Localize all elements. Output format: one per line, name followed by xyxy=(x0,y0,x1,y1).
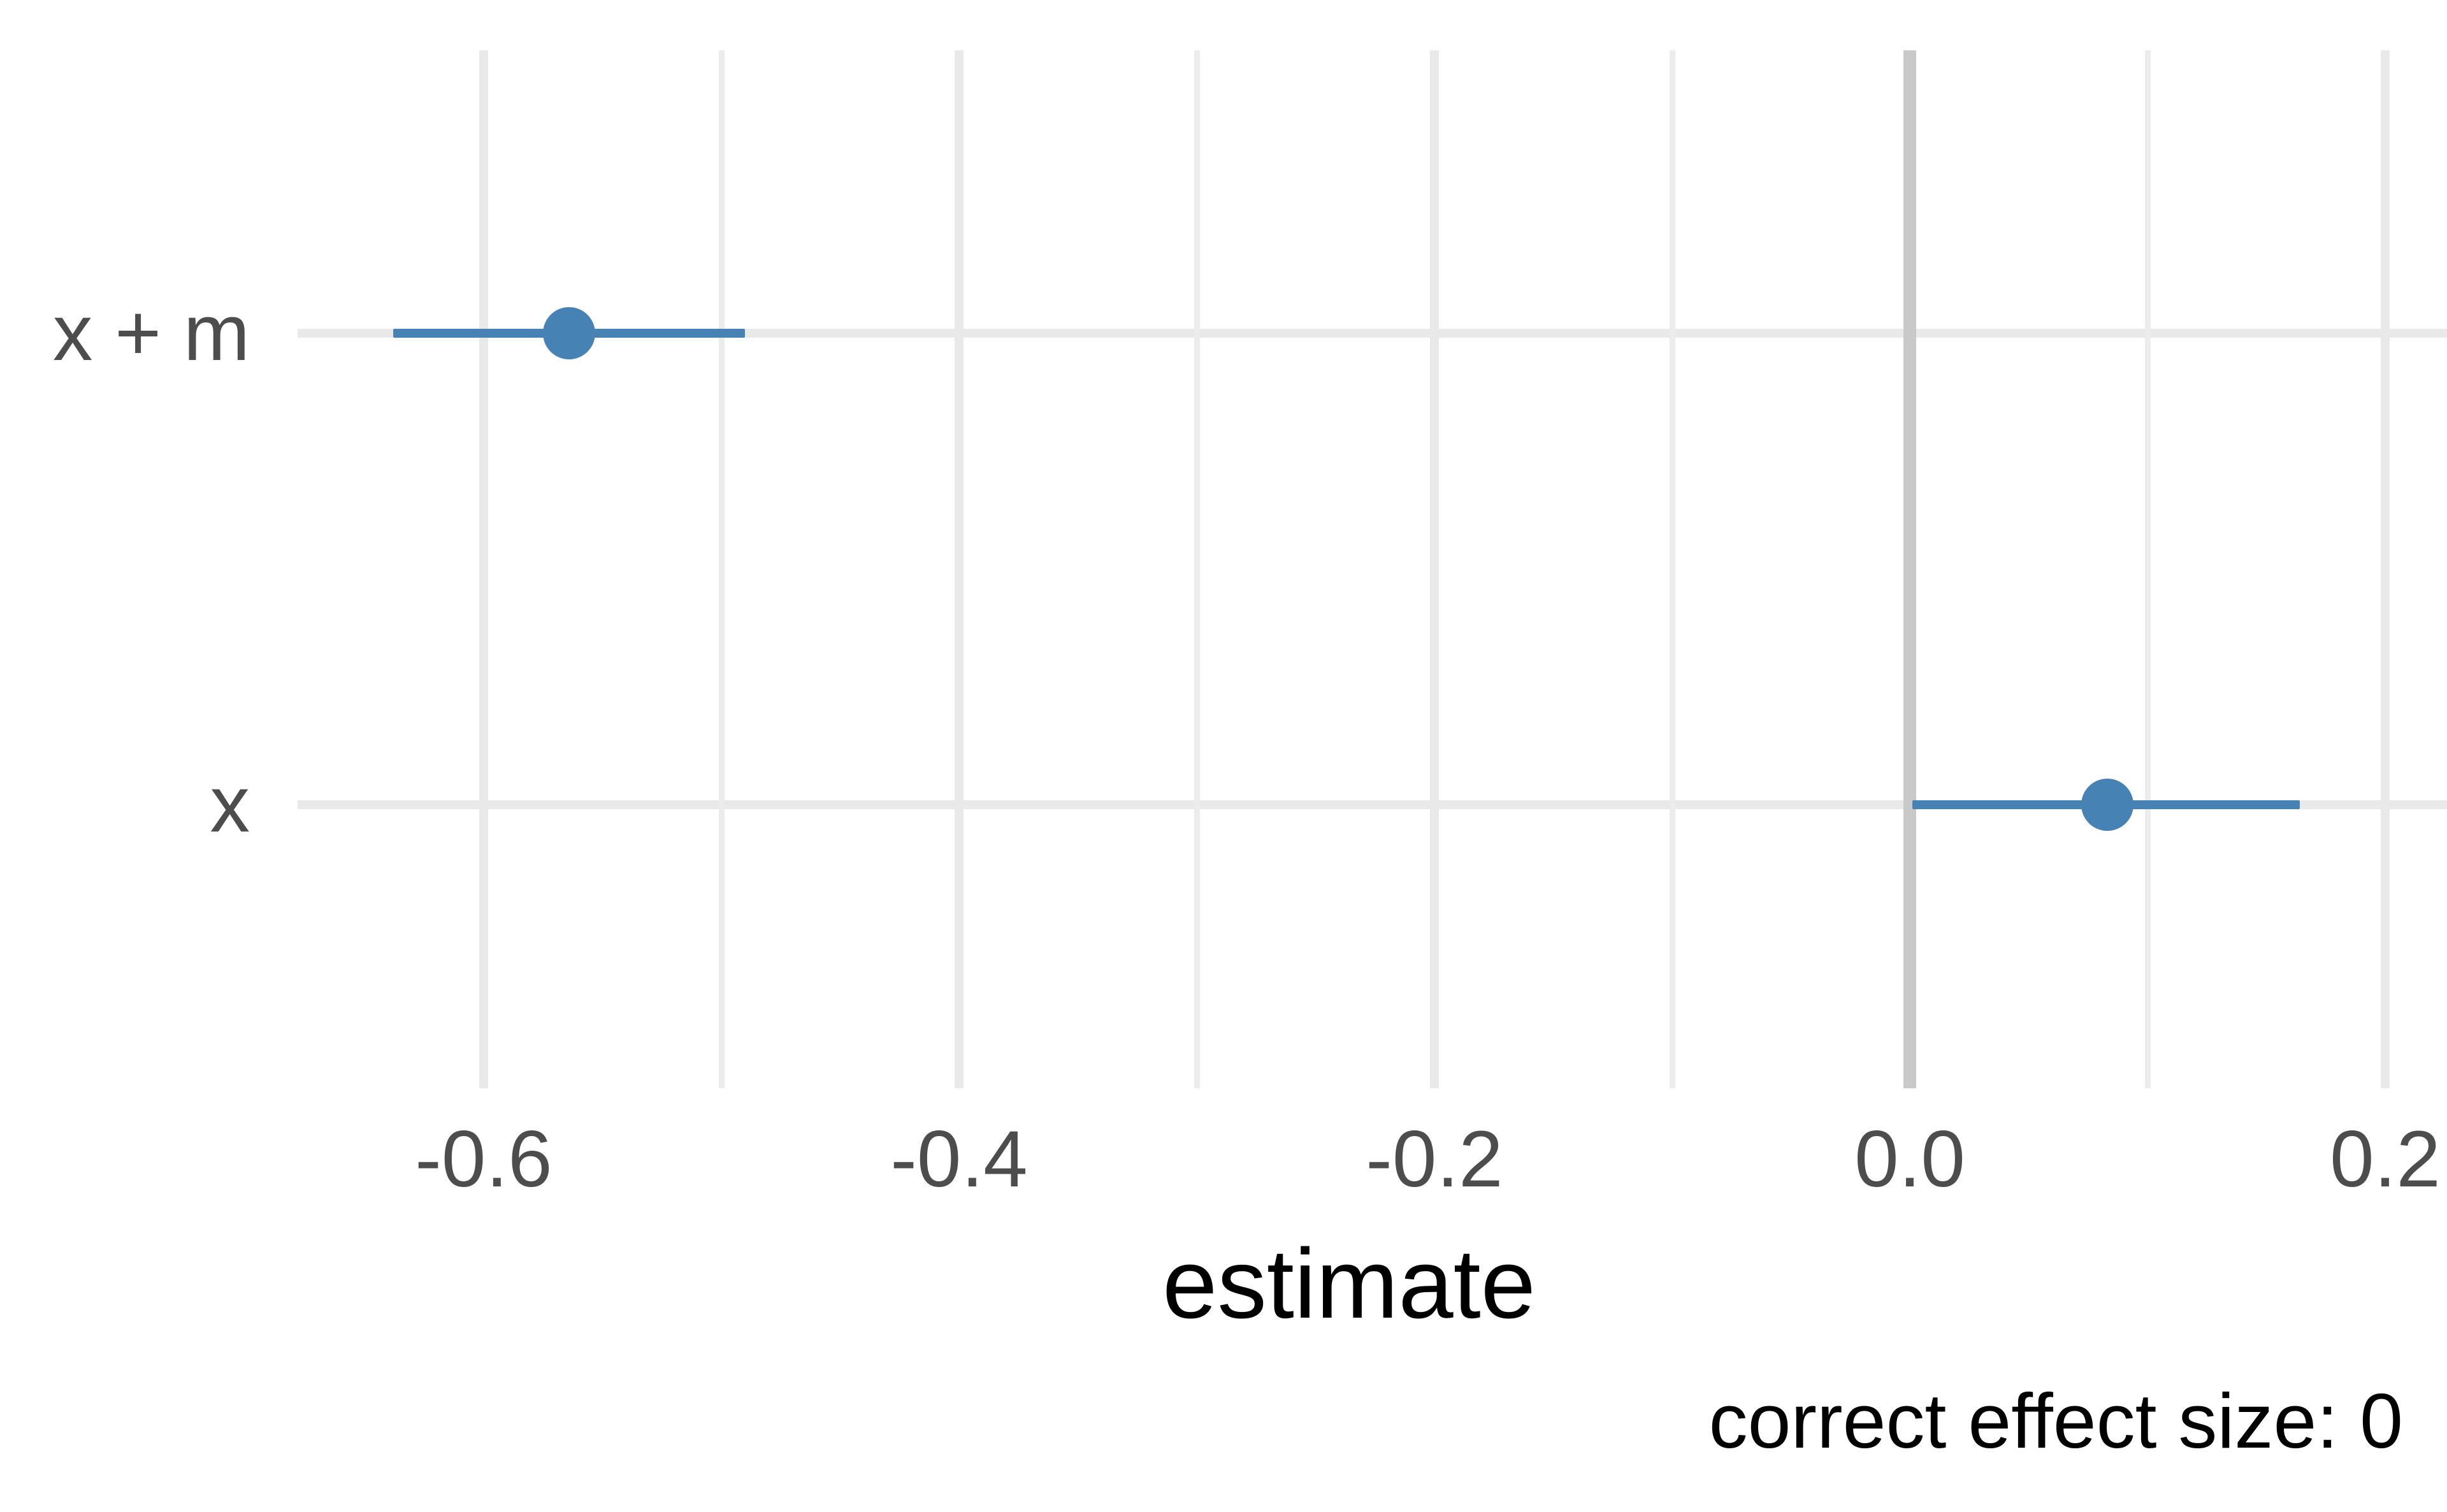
gridline-vertical-minor xyxy=(2145,50,2151,1088)
gridline-vertical-major xyxy=(1430,50,1439,1088)
x-axis-tick-label: 0.0 xyxy=(1854,1115,1965,1204)
x-axis-tick-label: -0.4 xyxy=(890,1115,1028,1204)
gridline-vertical-minor xyxy=(719,50,725,1088)
plot-caption: correct effect size: 0 xyxy=(1708,1378,2403,1464)
y-axis-category-label: x xyxy=(210,760,250,849)
gridline-vertical-minor xyxy=(1194,50,1200,1088)
gridline-vertical-major xyxy=(2381,50,2390,1088)
x-axis-tick-label: -0.2 xyxy=(1366,1115,1503,1204)
point-estimate-marker xyxy=(543,307,596,359)
gridline-vertical-minor xyxy=(1670,50,1675,1088)
x-axis-tick-label: -0.6 xyxy=(415,1115,552,1204)
x-axis-tick-label: 0.2 xyxy=(2330,1115,2441,1204)
point-estimate-marker xyxy=(2081,779,2133,831)
zero-reference-line xyxy=(1903,50,1916,1088)
y-axis-category-label: x + m xyxy=(52,289,250,377)
gridline-vertical-major xyxy=(479,50,488,1088)
gridline-vertical-major xyxy=(955,50,964,1088)
x-axis-title: estimate xyxy=(1162,1228,1536,1339)
